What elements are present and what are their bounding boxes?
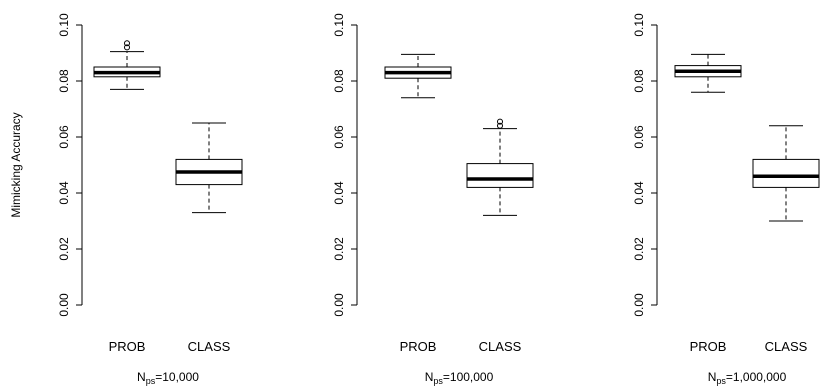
y-tick-label: 0.08 — [632, 69, 646, 93]
x-axis-label: Nps=1,000,000 — [708, 370, 787, 386]
y-tick-label: 0.04 — [632, 181, 646, 205]
x-axis-label: Nps=100,000 — [425, 370, 494, 386]
category-label-class: CLASS — [765, 339, 808, 354]
outlier-class — [497, 122, 503, 129]
y-tick-label: 0.00 — [57, 293, 71, 317]
outlier-class — [497, 118, 503, 125]
y-tick-label: 0.10 — [632, 13, 646, 37]
x-axis-label: Nps=10,000 — [137, 370, 199, 386]
box-class — [466, 163, 534, 188]
y-tick-label: 0.04 — [57, 181, 71, 205]
y-tick-label: 0.06 — [632, 125, 646, 149]
category-label-class: CLASS — [188, 339, 231, 354]
y-tick-label: 0.08 — [57, 69, 71, 93]
y-tick-label: 0.08 — [332, 69, 346, 93]
y-tick-label: 0.06 — [332, 125, 346, 149]
category-label-prob: PROB — [690, 339, 727, 354]
box-class — [752, 158, 820, 188]
outlier-prob — [124, 44, 130, 51]
outlier-prob — [124, 40, 130, 47]
y-tick-label: 0.10 — [332, 13, 346, 37]
y-tick-label: 0.10 — [57, 13, 71, 37]
y-tick-label: 0.00 — [632, 293, 646, 317]
y-tick-label: 0.00 — [332, 293, 346, 317]
category-label-class: CLASS — [479, 339, 522, 354]
y-tick-label: 0.06 — [57, 125, 71, 149]
category-label-prob: PROB — [400, 339, 437, 354]
y-tick-label: 0.04 — [332, 181, 346, 205]
category-label-prob: PROB — [109, 339, 146, 354]
y-tick-label: 0.02 — [332, 237, 346, 261]
y-tick-label: 0.02 — [57, 237, 71, 261]
y-tick-label: 0.02 — [632, 237, 646, 261]
y-axis-label: Mimicking Accuracy — [9, 112, 23, 217]
